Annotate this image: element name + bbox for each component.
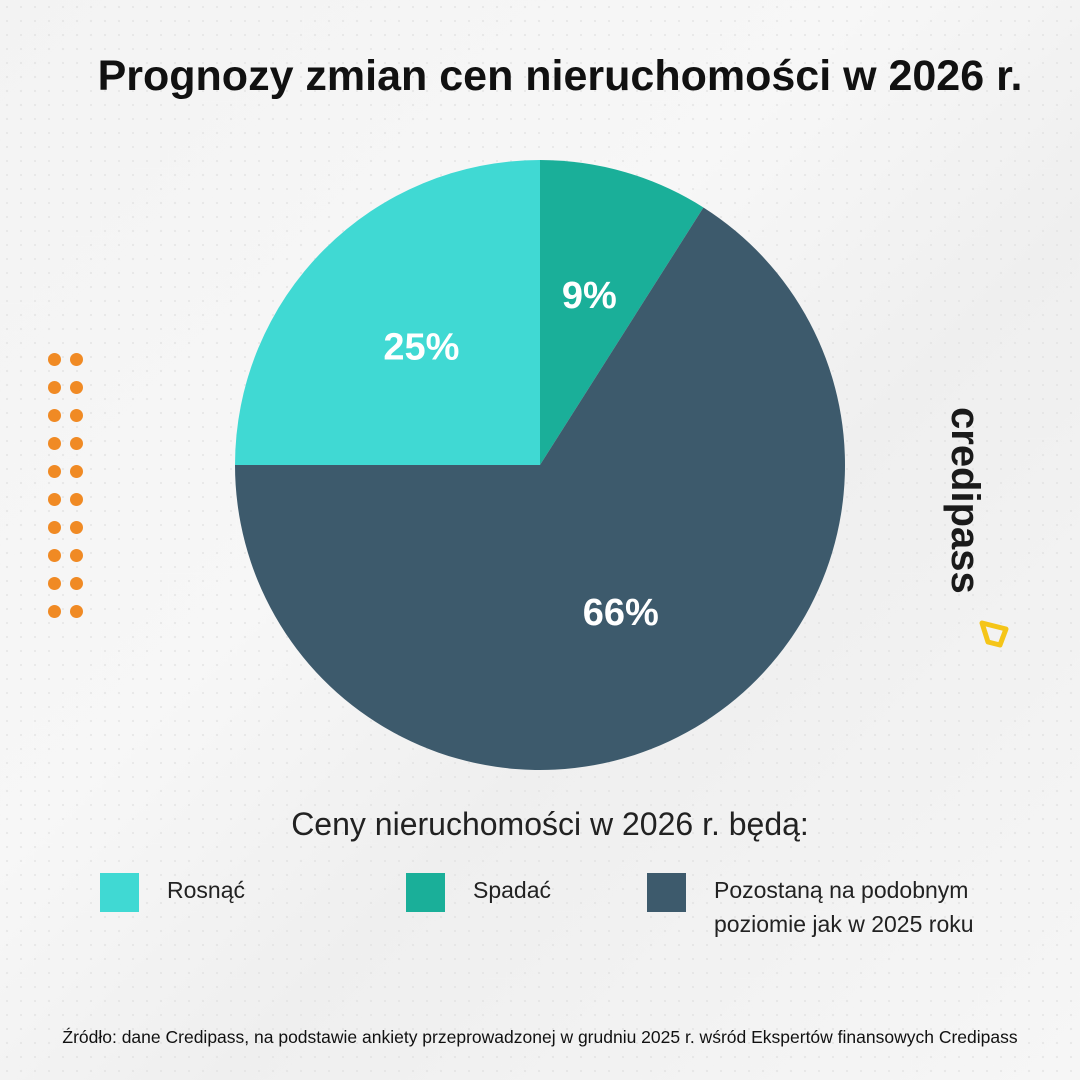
legend-label-line1: Pozostaną na podobnym (714, 877, 969, 903)
pie-slice (540, 160, 704, 465)
legend-label: Rosnąć (167, 877, 245, 903)
chart-title: Prognozy zmian cen nieruchomości w 2026 … (97, 52, 1023, 100)
legend-item-rosnac: Rosnąć (100, 873, 245, 912)
legend-swatch (406, 873, 445, 912)
legend-label: Pozostaną na podobnym poziomie jak w 202… (714, 873, 974, 941)
legend-swatch (647, 873, 686, 912)
pie-slice-label: 66% (583, 592, 659, 634)
credipass-logo: credipass (938, 405, 1018, 655)
legend-swatch (100, 873, 139, 912)
source-note: Źródło: dane Credipass, na podstawie ank… (62, 1027, 1018, 1047)
logo-diamond-icon (979, 620, 1009, 648)
legend-title: Ceny nieruchomości w 2026 r. będą: (291, 806, 809, 842)
pie-slice-label: 9% (562, 275, 617, 317)
pie-slice (235, 207, 846, 770)
pie-slice (235, 160, 540, 465)
legend-item-pozostana: Pozostaną na podobnym poziomie jak w 202… (647, 873, 974, 941)
legend-label: Spadać (473, 877, 552, 903)
pie-slice-label: 25% (383, 326, 459, 368)
legend-item-spadac: Spadać (406, 873, 551, 912)
legend-label-line2: poziomie jak w 2025 roku (714, 911, 974, 937)
logo-text: credipass (943, 407, 987, 594)
orange-dots-decoration (48, 353, 84, 618)
